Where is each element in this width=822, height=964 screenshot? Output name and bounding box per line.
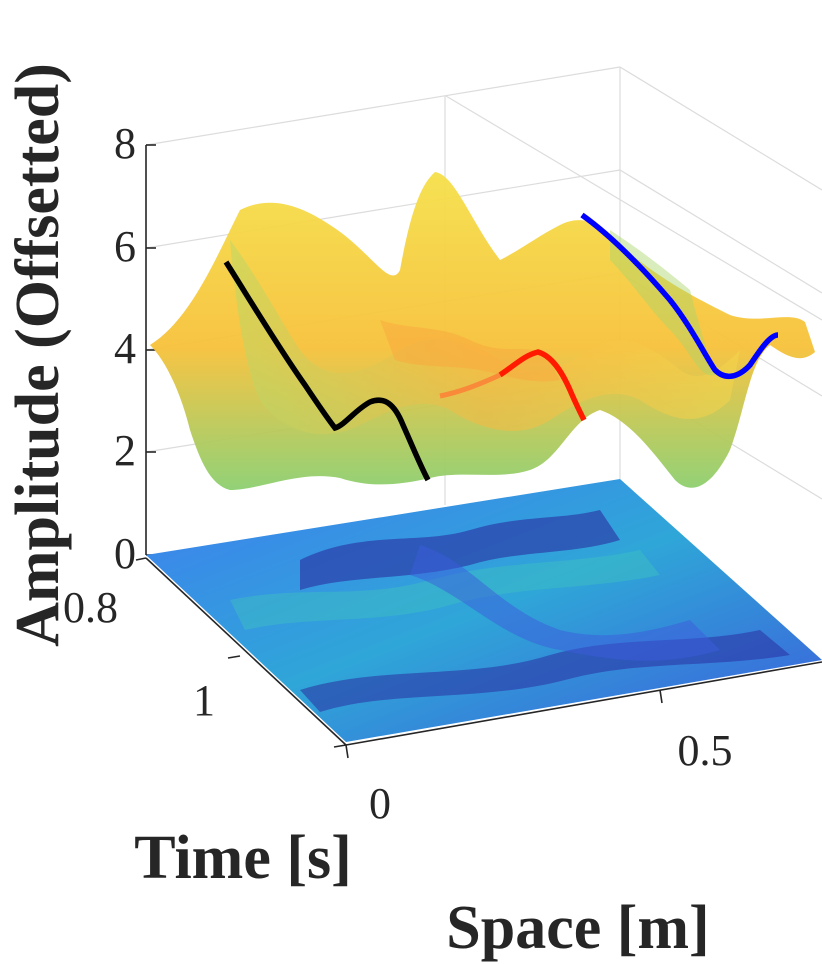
blue-line bbox=[580, 212, 779, 379]
red-line bbox=[498, 349, 587, 422]
black-line bbox=[223, 260, 431, 482]
z-tick-8: 8 bbox=[114, 119, 136, 168]
surface bbox=[150, 172, 815, 490]
floor-heatmap bbox=[146, 479, 822, 742]
x-axis-label: Space [m] bbox=[446, 894, 709, 962]
x-tick-0: 0 bbox=[369, 779, 391, 828]
z-tick-4: 4 bbox=[114, 324, 136, 373]
red-line-fade bbox=[439, 372, 502, 399]
z-axis: 8 6 4 2 0 bbox=[114, 119, 156, 578]
x-axis: 0 0.5 bbox=[345, 661, 822, 828]
z-axis-label: Amplitude (Offsetted) bbox=[4, 63, 72, 647]
z-tick-2: 2 bbox=[114, 426, 136, 475]
y-axis-label: Time [s] bbox=[134, 824, 352, 892]
y-tick-0.8: 0.8 bbox=[63, 583, 118, 632]
y-axis: 0.8 1 bbox=[63, 557, 347, 748]
x-tick-0.5: 0.5 bbox=[678, 726, 733, 775]
z-tick-0: 0 bbox=[114, 529, 136, 578]
z-tick-6: 6 bbox=[114, 222, 136, 271]
y-tick-1: 1 bbox=[193, 676, 215, 725]
